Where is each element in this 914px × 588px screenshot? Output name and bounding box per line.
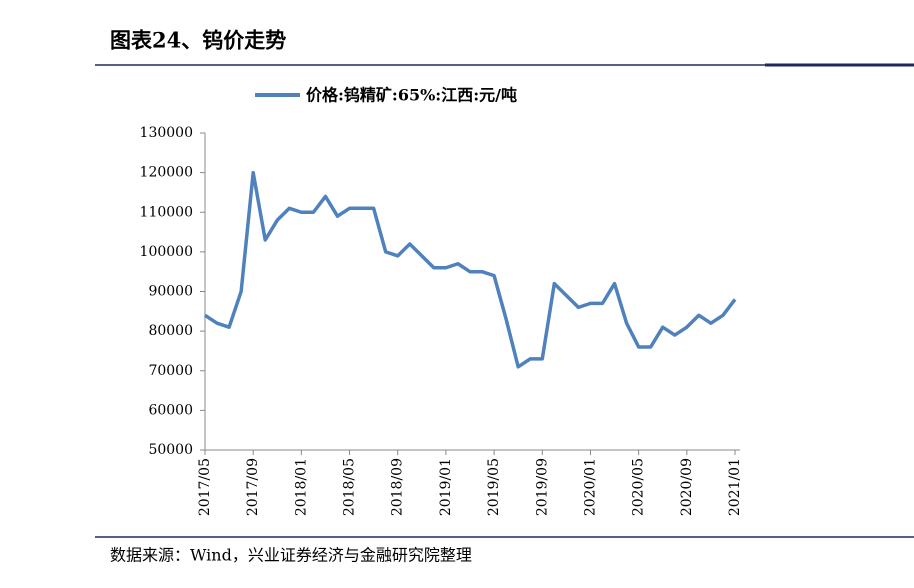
- y-tick-label: 110000: [140, 204, 193, 220]
- x-tick-label: 2018/05: [342, 458, 358, 516]
- y-tick-label: 70000: [148, 363, 193, 379]
- chart-title: 图表24、钨价走势: [110, 28, 286, 53]
- x-tick-label: 2021/01: [727, 458, 743, 516]
- x-tick-label: 2019/09: [534, 458, 550, 516]
- x-tick-label: 2017/05: [197, 458, 213, 516]
- data-line: [204, 170, 737, 369]
- y-tick-label: 120000: [140, 165, 193, 181]
- x-tick-label: 2019/01: [438, 458, 454, 516]
- y-tick-label: 90000: [148, 284, 193, 300]
- y-tick-label: 50000: [148, 442, 193, 458]
- legend-label: 价格:钨精矿:65%:江西:元/吨: [306, 86, 517, 105]
- x-tick-label: 2020/05: [631, 458, 647, 516]
- x-tick-label: 2017/09: [245, 458, 261, 516]
- source-note: 数据来源：Wind，兴业证券经济与金融研究院整理: [110, 546, 472, 565]
- y-tick-label: 130000: [140, 125, 193, 141]
- y-tick-label: 80000: [148, 323, 193, 339]
- x-tick-label: 2020/01: [582, 458, 598, 516]
- x-tick-label: 2018/01: [293, 458, 309, 516]
- x-tick-label: 2019/05: [486, 458, 502, 516]
- y-tick-label: 60000: [148, 402, 193, 418]
- y-tick-label: 100000: [140, 244, 193, 260]
- x-tick-label: 2020/09: [679, 458, 695, 516]
- x-tick-label: 2018/09: [390, 458, 406, 516]
